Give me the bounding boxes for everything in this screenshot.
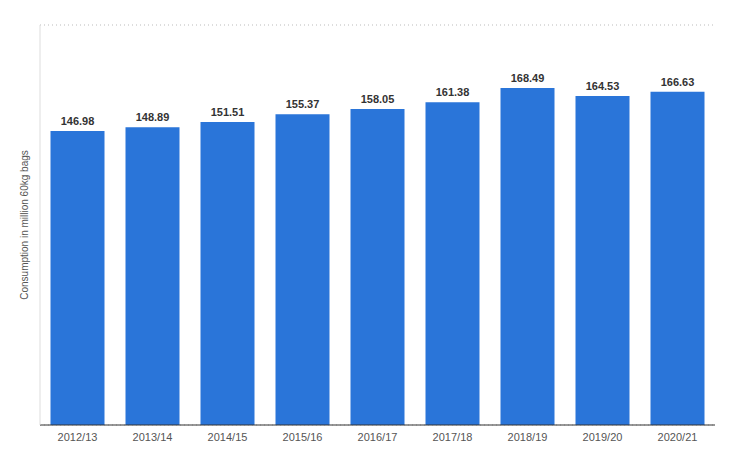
svg-text:2013/14: 2013/14 <box>133 431 173 443</box>
svg-text:168.49: 168.49 <box>511 72 545 84</box>
svg-text:151.51: 151.51 <box>211 106 245 118</box>
svg-text:164.53: 164.53 <box>586 80 620 92</box>
svg-text:161.38: 161.38 <box>436 86 470 98</box>
svg-text:Consumption in million 60kg ba: Consumption in million 60kg bags <box>19 150 30 300</box>
svg-text:166.63: 166.63 <box>661 76 695 88</box>
svg-text:2012/13: 2012/13 <box>58 431 98 443</box>
svg-text:2015/16: 2015/16 <box>283 431 323 443</box>
svg-text:2019/20: 2019/20 <box>583 431 623 443</box>
svg-text:146.98: 146.98 <box>61 115 95 127</box>
svg-text:2016/17: 2016/17 <box>358 431 398 443</box>
svg-text:2020/21: 2020/21 <box>658 431 698 443</box>
svg-text:2017/18: 2017/18 <box>433 431 473 443</box>
svg-text:148.89: 148.89 <box>136 111 170 123</box>
svg-text:2014/15: 2014/15 <box>208 431 248 443</box>
svg-text:2018/19: 2018/19 <box>508 431 548 443</box>
svg-text:155.37: 155.37 <box>286 98 320 110</box>
svg-text:158.05: 158.05 <box>361 93 395 105</box>
